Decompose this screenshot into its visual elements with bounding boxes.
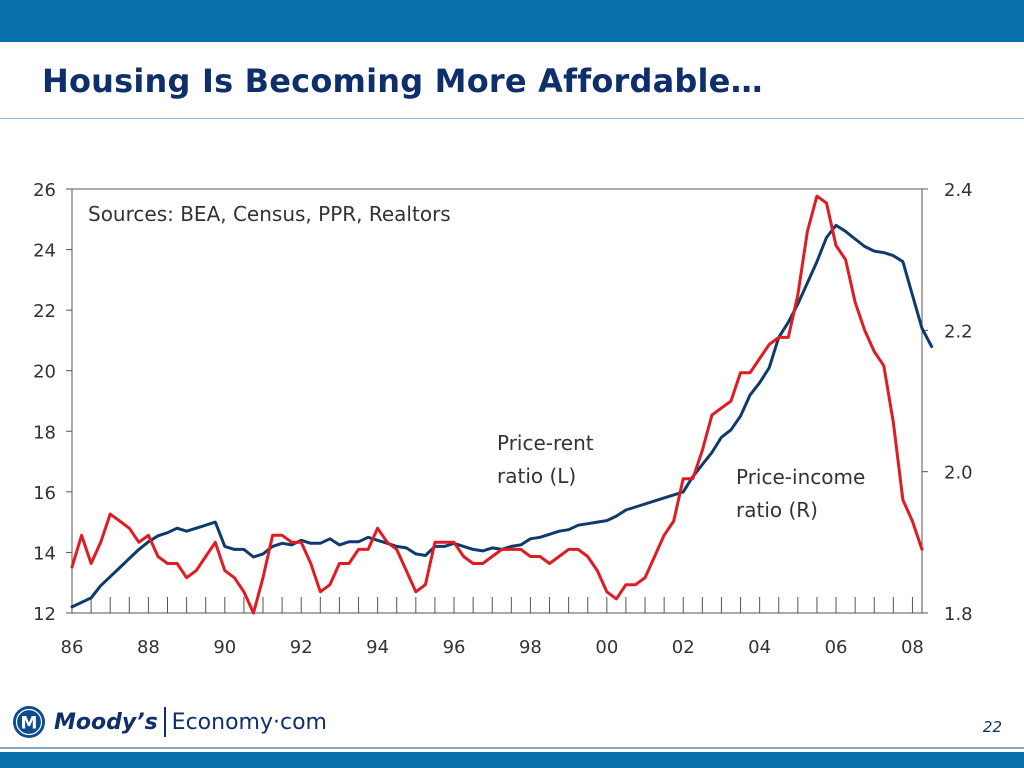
x-tick-label: 86 [61, 637, 84, 658]
price-income-annotation: ratio (R) [736, 498, 818, 522]
chart-axes [66, 188, 928, 614]
x-tick-label: 04 [748, 637, 771, 658]
price-rent-annotation: Price-rent [497, 431, 594, 455]
moodys-logo-icon: M [13, 706, 45, 738]
y-right-tick-label: 2.4 [944, 180, 973, 201]
y-left-tick-label: 16 [33, 483, 56, 504]
chart-source-note: Sources: BEA, Census, PPR, Realtors [88, 202, 451, 226]
line-chart: 12 14 16 18 20 22 24 26 1.8 2.0 2.2 2.4 86 88 90 92 94 96… [33, 180, 973, 658]
x-tick-label: 02 [672, 637, 695, 658]
y-left-tick-label: 12 [33, 604, 56, 625]
y-right-tick-label: 2.0 [944, 463, 973, 484]
price-rent-annotation: ratio (L) [497, 464, 576, 488]
chart-lines [70, 194, 934, 615]
x-tick-label: 00 [595, 637, 618, 658]
y-right-tick-label: 1.8 [944, 604, 973, 625]
brand-separator [163, 707, 166, 737]
x-tick-label: 92 [290, 637, 313, 658]
page-number: 22 [982, 718, 1002, 736]
slide-title: Housing Is Becoming More Affordable… [42, 62, 763, 100]
x-tick-label: 96 [443, 637, 466, 658]
x-tick-label: 06 [825, 637, 848, 658]
y-right-tick-label: 2.2 [944, 321, 973, 342]
y-left-tick-label: 14 [33, 543, 56, 564]
y-left-tick-label: 20 [33, 362, 56, 383]
price-income-annotation: Price-income [736, 465, 865, 489]
y-left-tick-label: 22 [33, 301, 56, 322]
plot-frame [71, 188, 923, 614]
x-tick-label: 94 [366, 637, 389, 658]
title-divider [0, 118, 1024, 119]
top-bar [0, 0, 1024, 42]
y-left-tick-label: 18 [33, 422, 56, 443]
chart-labels: 12 14 16 18 20 22 24 26 1.8 2.0 2.2 2.4 86 88 90 92 94 96… [33, 180, 973, 658]
bottom-bar [0, 752, 1024, 768]
x-tick-label: 88 [137, 637, 160, 658]
y-left-tick-label: 26 [33, 180, 56, 201]
x-tick-label: 08 [901, 637, 924, 658]
footer-divider [0, 747, 1024, 749]
y-left-tick-label: 24 [33, 241, 56, 262]
svg-text:M: M [21, 714, 38, 734]
x-tick-label: 90 [213, 637, 236, 658]
moodys-economy-logo: M Moody’s Economy·com [12, 703, 327, 741]
x-tick-label: 98 [519, 637, 542, 658]
brand-moodys: Moody’s [54, 709, 158, 735]
brand-economy: Economy·com [171, 709, 327, 735]
price-income-line [70, 194, 924, 615]
